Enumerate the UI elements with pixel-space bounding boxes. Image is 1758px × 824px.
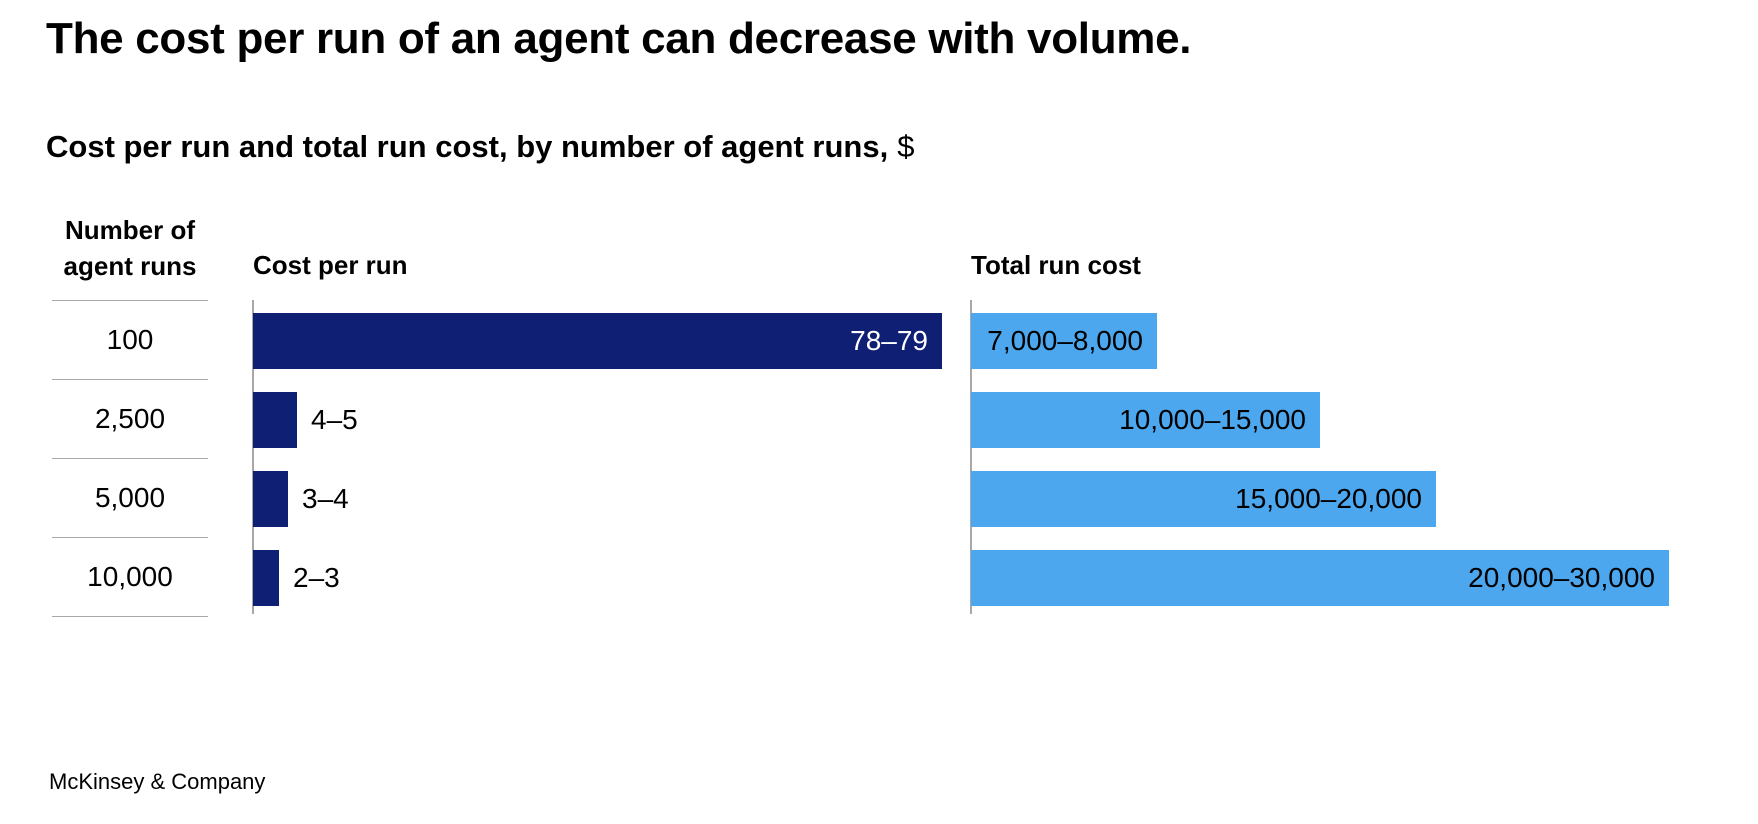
total-run-cost-data-label: 10,000–15,000 (1119, 404, 1306, 435)
row-divider (52, 300, 208, 301)
total-run-cost-bar (971, 550, 1669, 606)
chart-subtitle: Cost per run and total run cost, by numb… (46, 129, 914, 165)
unit-label: $ (897, 129, 915, 164)
cost-per-run-data-label: 78–79 (850, 325, 928, 356)
cost-per-run-data-label: 3–4 (302, 483, 349, 514)
row-divider (52, 537, 208, 538)
total-run-cost-data-label: 7,000–8,000 (987, 325, 1143, 356)
cost-per-run-axis (252, 300, 254, 614)
row-divider (52, 379, 208, 380)
cost-per-run-bar (253, 392, 297, 448)
chart-title: The cost per run of an agent can decreas… (46, 14, 1192, 63)
row-divider (52, 458, 208, 459)
total-run-cost-data-label: 15,000–20,000 (1235, 483, 1422, 514)
runs-value: 5,000 (94, 482, 166, 513)
runs-value: 10,000 (87, 561, 173, 592)
total-run-cost-bar (971, 471, 1436, 527)
subtitle-text: Cost per run and total run cost, by numb… (46, 129, 889, 164)
column-header-total-run-cost: Total run cost (971, 250, 1141, 280)
row-divider (52, 616, 208, 617)
total-run-cost-axis (970, 300, 972, 614)
total-run-cost-bar (971, 313, 1157, 369)
column-header-runs: Number of agent runs (63, 215, 197, 281)
cost-per-run-bar (253, 550, 279, 606)
total-run-cost-bar (971, 392, 1320, 448)
cost-per-run-data-label: 2–3 (293, 562, 340, 593)
cost-per-run-data-label: 4–5 (311, 404, 358, 435)
total-run-cost-data-label: 20,000–30,000 (1468, 562, 1655, 593)
runs-value: 100 (106, 324, 154, 355)
cost-per-run-bar (253, 313, 942, 369)
footer-source: McKinsey & Company (49, 769, 266, 794)
runs-value: 2,500 (94, 403, 166, 434)
cost-per-run-bar (253, 471, 288, 527)
column-header-cost-per-run: Cost per run (253, 250, 408, 280)
